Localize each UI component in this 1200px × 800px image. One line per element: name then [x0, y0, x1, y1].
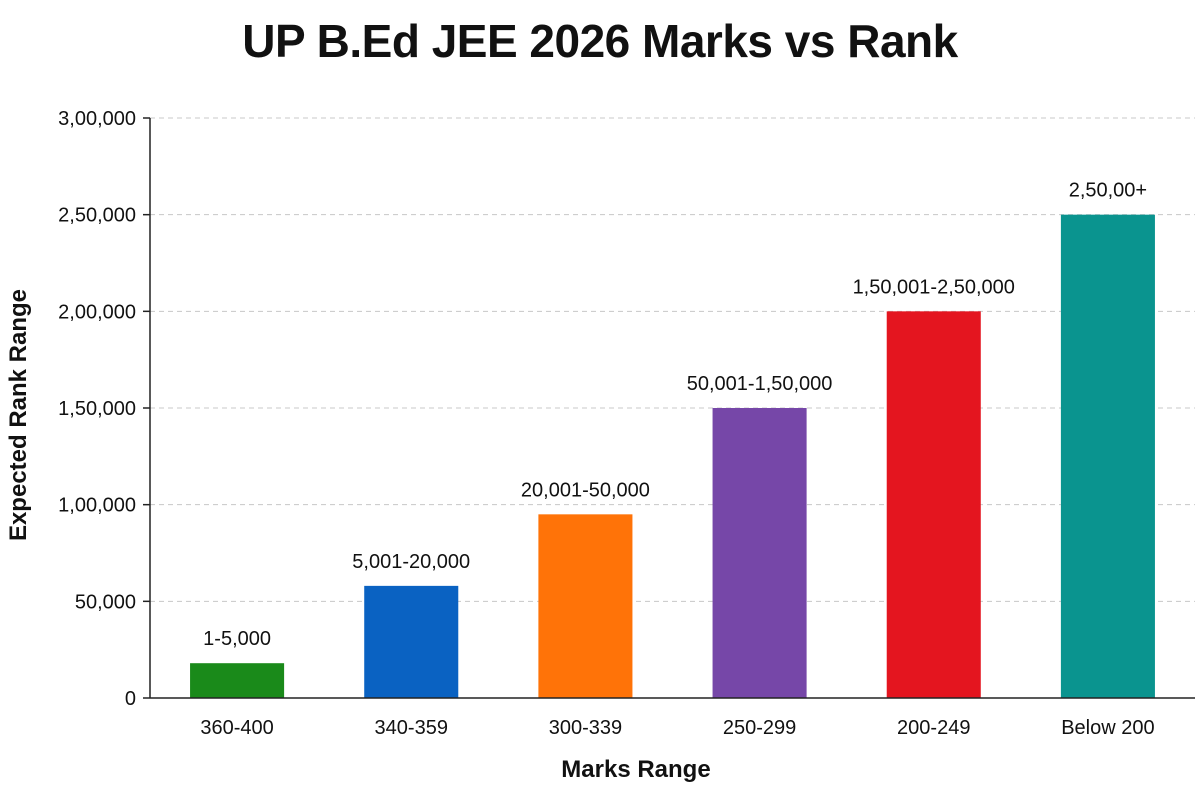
bar-data-label: 50,001-1,50,000 [687, 373, 833, 395]
bar-5 [1060, 214, 1155, 698]
y-tick-label: 50,000 [75, 591, 136, 613]
x-tick-labels: 360-400 340-359 300-339 250-299 200-249 Below… [200, 717, 1154, 739]
y-tick-label: 3,00,000 [58, 108, 136, 130]
bar-data-label: 2,50,00+ [1069, 180, 1147, 202]
x-tick-label: 250-299 [723, 717, 796, 739]
grid-lines [150, 117, 1195, 602]
y-axis-title: Expected Rank Range [5, 289, 32, 541]
chart-title: UP B.Ed JEE 2026 Marks vs Rank [242, 15, 958, 67]
y-tick-labels: 0 50,000 1,00,000 1,50,000 2,00,000 2,50,000 3… [58, 108, 150, 710]
y-tick-label: 2,50,000 [58, 205, 136, 227]
bars [190, 214, 1155, 698]
y-tick-label: 1,00,000 [58, 495, 136, 517]
data-labels: 1-5,000 5,001-20,000 20,001-50,000 50,001-1… [203, 180, 1147, 651]
y-tick-label: 0 [125, 688, 136, 710]
x-tick-label: 200-249 [897, 717, 970, 739]
bar-data-label: 1-5,000 [203, 628, 271, 650]
y-tick-label: 1,50,000 [58, 398, 136, 420]
x-tick-label: 340-359 [375, 717, 448, 739]
x-tick-label: 300-339 [549, 717, 622, 739]
bar-data-label: 20,001-50,000 [521, 479, 650, 501]
x-tick-label: 360-400 [200, 717, 273, 739]
y-tick-label: 2,00,000 [58, 301, 136, 323]
bar-data-label: 5,001-20,000 [352, 551, 470, 573]
bar-0 [190, 663, 285, 698]
bar-data-label: 1,50,001-2,50,000 [853, 276, 1015, 298]
bar-2 [538, 514, 633, 698]
bar-1 [364, 585, 459, 698]
x-axis-title: Marks Range [561, 756, 710, 783]
x-tick-label: Below 200 [1061, 717, 1154, 739]
bar-4 [886, 311, 981, 698]
bar-3 [712, 408, 807, 698]
